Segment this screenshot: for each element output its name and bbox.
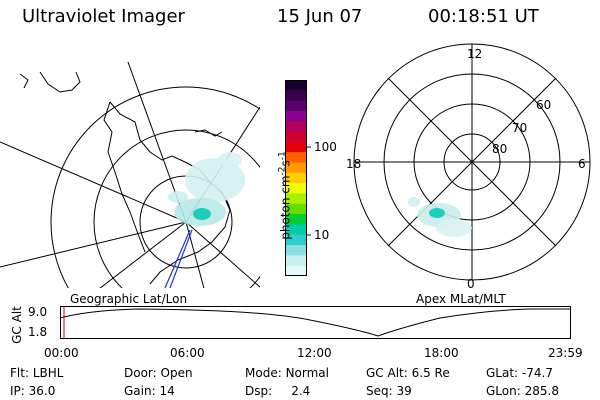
- mlt-label-0: 0: [467, 277, 475, 291]
- timeline-y-low: 1.8: [28, 325, 48, 339]
- dsp-info: Dsp: 2.4: [245, 384, 311, 398]
- seq-info: Seq: 39: [366, 384, 412, 398]
- mlat-label-70: 70: [512, 121, 528, 135]
- polar-mlt-plot: [353, 43, 591, 281]
- timeline-tick-0000: 00:00: [44, 346, 79, 360]
- colorbar-band: [285, 141, 307, 153]
- mlat-label-80: 80: [492, 142, 508, 156]
- date-label: 15 Jun 07: [277, 6, 363, 27]
- timeline-axis-label: GC Alt: [10, 306, 24, 344]
- colorbar-band: [285, 183, 307, 194]
- colorbar-band: [285, 90, 307, 102]
- aurora-emission: [168, 152, 245, 226]
- geographic-map: [0, 62, 260, 289]
- mlt-label-18: 18: [346, 157, 362, 171]
- colorbar-band: [285, 214, 307, 225]
- colorbar-band: [285, 234, 307, 246]
- color-scale-bar: [285, 80, 311, 277]
- gain-info: Gain: 14: [124, 384, 175, 398]
- timeline-tick-1800: 18:00: [424, 346, 459, 360]
- colorbar-band: [285, 245, 307, 256]
- time-label: 00:18:51 UT: [428, 6, 539, 27]
- colorbar-band: [285, 172, 307, 184]
- colorbar-band: [285, 203, 307, 215]
- glat-info: GLat: -74.7: [486, 366, 553, 380]
- mlt-label-12: 12: [467, 47, 483, 61]
- colorbar-band: [285, 265, 307, 277]
- altitude-timeline: [59, 306, 571, 339]
- colorbar-tick-high: 100: [314, 140, 337, 154]
- instrument-title: Ultraviolet Imager: [22, 6, 185, 27]
- colorbar-band: [285, 193, 307, 205]
- geo-panel-label: Geographic Lat/Lon: [70, 292, 188, 306]
- ip-info: IP: 36.0: [10, 384, 56, 398]
- colorbar-band: [285, 224, 307, 236]
- timeline-y-high: 9.0: [28, 305, 48, 319]
- glon-info: GLon: 285.8: [486, 384, 559, 398]
- colorbar-band: [285, 255, 307, 267]
- colorbar-tick-low: 10: [314, 228, 330, 242]
- colorbar-band: [285, 152, 307, 164]
- polar-aurora-emission: [408, 197, 472, 237]
- timeline-tick-0600: 06:00: [170, 346, 205, 360]
- filter-info: Flt: LBHL: [10, 366, 64, 380]
- colorbar-band: [285, 100, 307, 112]
- mode-info: Mode: Normal: [245, 366, 329, 380]
- colorbar-band: [285, 162, 307, 174]
- timeline-tick-2359: 23:59: [548, 346, 583, 360]
- colorbar-band: [285, 110, 307, 122]
- colorbar-band: [285, 80, 307, 91]
- polar-panel-label: Apex MLat/MLT: [416, 292, 506, 306]
- colorbar-unit-label: photon cm-2s-1: [277, 151, 293, 240]
- mlt-label-6: 6: [578, 157, 586, 171]
- door-info: Door: Open: [124, 366, 193, 380]
- colorbar-band: [285, 131, 307, 143]
- gc-alt-info: GC Alt: 6.5 Re: [366, 366, 450, 380]
- mlat-label-60: 60: [536, 98, 552, 112]
- colorbar-band: [285, 121, 307, 133]
- timeline-tick-1200: 12:00: [297, 346, 332, 360]
